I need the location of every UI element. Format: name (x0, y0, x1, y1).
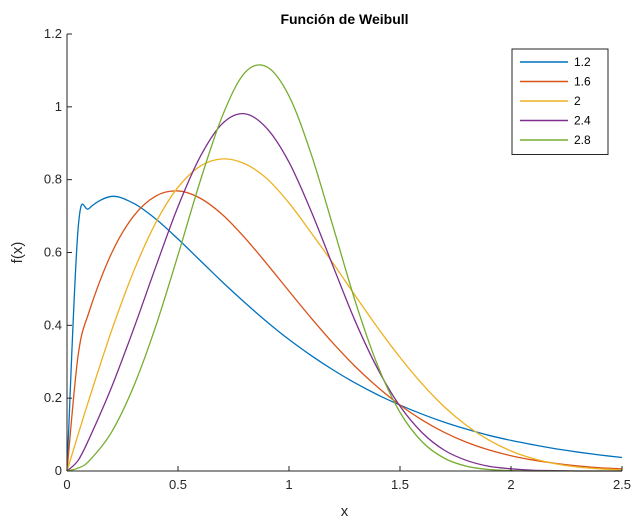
series-line-4 (66, 113, 622, 472)
x-tick-label: 1.5 (391, 477, 409, 492)
y-tick-label: 0.6 (44, 245, 62, 260)
x-axis-ticks: 0 0.5 1 1.5 2 2.5 (63, 466, 631, 492)
y-tick-label: 0 (55, 463, 62, 478)
series-line-1 (66, 195, 623, 472)
series-line-3 (66, 158, 623, 472)
x-axis-label: x (341, 503, 349, 520)
y-tick-label: 1 (55, 99, 62, 114)
legend: 1.2 1.6 2 2.4 2.8 (511, 48, 609, 155)
y-tick-label: 0.8 (44, 172, 62, 187)
y-tick-label: 0.4 (44, 317, 62, 332)
legend-label: 2 (574, 94, 581, 108)
chart-title: Función de Weibull (280, 11, 408, 27)
legend-label: 2.4 (574, 114, 591, 128)
x-tick-label: 1 (285, 477, 292, 492)
series-line-2 (66, 190, 623, 472)
x-tick-label: 2.5 (613, 477, 631, 492)
legend-label: 1.2 (574, 55, 591, 69)
x-tick-label: 2 (507, 477, 514, 492)
y-tick-label: 0.2 (44, 390, 62, 405)
y-tick-label: 1.2 (44, 26, 62, 41)
legend-label: 2.8 (574, 133, 591, 147)
x-tick-label: 0.5 (169, 477, 187, 492)
y-axis-label: f(x) (9, 242, 26, 264)
legend-label: 1.6 (574, 75, 591, 89)
y-axis-ticks: 0 0.2 0.4 0.6 0.8 1 1.2 (44, 26, 72, 478)
x-tick-label: 0 (63, 477, 70, 492)
